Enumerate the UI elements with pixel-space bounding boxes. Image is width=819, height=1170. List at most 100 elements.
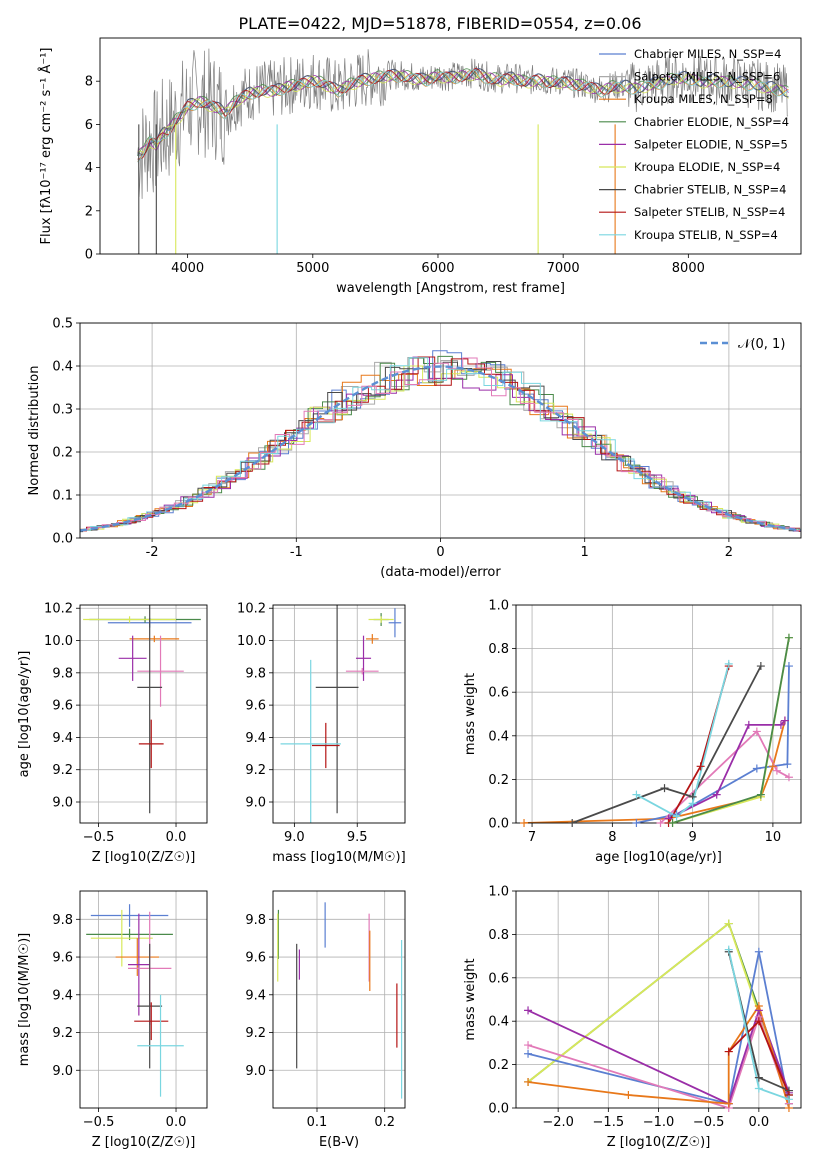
- weight-age-xlabel: age [log10(age/yr)]: [595, 850, 722, 865]
- mass-Z-ylabel: mass [log10(M/M☉)]: [17, 933, 32, 1066]
- spectrum-ytick-label: 4: [85, 161, 93, 176]
- weight-marker: [712, 790, 721, 799]
- residuals-ylabel: Normed distribution: [27, 366, 42, 496]
- mass-ebv-ytick-label: 9.0: [245, 1064, 266, 1079]
- weight-Z-ytick-label: 0.8: [488, 928, 509, 943]
- spectrum-plot-area: [137, 48, 789, 254]
- weight-marker: [744, 720, 753, 729]
- age-mass-ytick-label: 9.8: [245, 666, 266, 681]
- weight-marker: [784, 633, 793, 642]
- age-mass-ytick-label: 10.0: [237, 634, 266, 649]
- residuals-xtick-label: 0: [436, 545, 444, 560]
- weight-age-ytick-label: 0.4: [488, 729, 509, 744]
- model-spectrum-line: [137, 69, 789, 163]
- weight-age-ytick-label: 0.8: [488, 642, 509, 657]
- residuals-ytick-label: 0.0: [52, 532, 73, 547]
- age-mass-plot-area: [273, 605, 405, 823]
- weight-age-xtick-label: 9: [688, 830, 696, 845]
- age-mass-panel: 9.0 9.5 9.0 9.2 9.4 9.6 9.8 10.0 10.2 mass [log10…: [237, 602, 406, 865]
- age-mass-ytick-label: 9.6: [245, 699, 266, 714]
- mass-ebv-xtick-label: 0.2: [374, 1115, 395, 1130]
- normal-curve: [80, 365, 801, 532]
- age-Z-xtick-label: −0.5: [83, 830, 115, 845]
- mass-ebv-plot-area: [273, 891, 405, 1108]
- weight-marker: [754, 947, 763, 956]
- spectrum-xtick-label: 5000: [296, 261, 329, 276]
- weight-marker: [568, 819, 577, 827]
- weight-marker: [784, 1095, 793, 1104]
- spectrum-ytick-label: 0: [85, 248, 93, 263]
- weight-marker: [660, 784, 669, 793]
- weight-marker: [524, 1006, 533, 1015]
- weight-Z-xtick-label: −0.5: [693, 1115, 725, 1130]
- weight-marker: [752, 764, 761, 773]
- weight-marker: [724, 1099, 733, 1108]
- weight-marker: [632, 819, 641, 827]
- spectrum-ylabel: Flux [fλ10⁻¹⁷ erg cm⁻² s⁻¹ Å⁻¹]: [38, 48, 54, 245]
- mass-ebv-xtick-label: 0.1: [307, 1115, 328, 1130]
- weight-Z-ytick-label: 0.6: [488, 971, 509, 986]
- weight-marker: [768, 762, 777, 771]
- mass-ebv-ytick-label: 9.6: [245, 951, 266, 966]
- age-Z-frame: [79, 604, 208, 824]
- age-Z-ytick-label: 10.0: [44, 634, 73, 649]
- weight-marker: [754, 1084, 763, 1093]
- age-Z-xtick-label: 0.0: [166, 830, 187, 845]
- weight-Z-frame: [515, 890, 802, 1109]
- weight-marker: [724, 945, 733, 954]
- mass-Z-ytick-label: 9.0: [52, 1064, 73, 1079]
- age-mass-xtick-label: 9.5: [347, 830, 368, 845]
- age-Z-xlabel: Z [log10(Z/Z☉)]: [92, 850, 196, 865]
- weight-marker: [756, 662, 765, 671]
- age-mass-ytick-label: 9.4: [245, 731, 266, 746]
- spectrum-ytick-label: 2: [85, 204, 93, 219]
- weight-marker: [520, 819, 529, 827]
- weight-Z-plot-area: [516, 891, 801, 1108]
- mass-Z-ytick-label: 9.8: [52, 913, 73, 928]
- weight-Z-xtick-label: −1.5: [593, 1115, 625, 1130]
- residuals-xtick-label: -2: [146, 545, 159, 560]
- mass-Z-frame: [79, 890, 208, 1109]
- legend-entry: Salpeter STELIB, N_SSP=4: [634, 205, 785, 219]
- weight-marker: [524, 1041, 533, 1050]
- weight-line: [527, 1003, 790, 1108]
- weight-marker: [783, 760, 792, 769]
- legend-entry: 𝒩(0, 1): [738, 337, 785, 352]
- age-Z-ytick-label: 9.8: [52, 666, 73, 681]
- legend-entry: Chabrier MILES, N_SSP=4: [634, 47, 781, 61]
- weight-marker: [772, 766, 781, 775]
- weight-marker: [724, 919, 733, 928]
- weight-Z-ytick-label: 1.0: [488, 885, 509, 900]
- legend-entry: Kroupa MILES, N_SSP=8: [634, 92, 773, 106]
- weight-Z-ylabel: mass weight: [463, 958, 478, 1040]
- weight-marker: [668, 819, 677, 827]
- age-mass-ytick-label: 9.0: [245, 796, 266, 811]
- model-spectrum-line: [137, 67, 618, 160]
- residuals-frame: [79, 322, 802, 539]
- residuals-xtick-label: 1: [581, 545, 589, 560]
- weight-marker: [752, 727, 761, 736]
- legend-entry: Kroupa STELIB, N_SSP=4: [634, 228, 778, 242]
- residual-histogram: [80, 365, 801, 531]
- weight-marker: [724, 659, 733, 668]
- residuals-ytick-label: 0.1: [52, 489, 73, 504]
- weight-marker: [784, 773, 793, 782]
- weight-Z-xtick-label: 0.0: [749, 1115, 770, 1130]
- age-Z-ytick-label: 9.4: [52, 731, 73, 746]
- mass-Z-panel: −0.5 0.0 9.0 9.2 9.4 9.6 9.8 Z [log10(Z/Z☉)] mas…: [17, 890, 208, 1150]
- weight-age-xtick-label: 7: [528, 830, 536, 845]
- residuals-ytick-label: 0.5: [52, 317, 73, 332]
- weight-line: [636, 665, 790, 823]
- spectrum-xtick-label: 8000: [672, 261, 705, 276]
- age-mass-xtick-label: 9.0: [284, 830, 305, 845]
- residuals-ytick-label: 0.4: [52, 360, 73, 375]
- age-mass-xlabel: mass [log10(M/M☉)]: [272, 850, 405, 865]
- mass-Z-xlabel: Z [log10(Z/Z☉)]: [92, 1135, 196, 1150]
- spectrum-panel: 4000 5000 6000 7000 8000 0 2 4 6 8 wavelength [Ang…: [38, 37, 802, 296]
- weight-marker: [696, 762, 705, 771]
- residuals-ytick-label: 0.3: [52, 403, 73, 418]
- mass-Z-xtick-label: 0.0: [166, 1115, 187, 1130]
- weight-marker: [756, 790, 765, 799]
- weight-marker: [784, 662, 793, 671]
